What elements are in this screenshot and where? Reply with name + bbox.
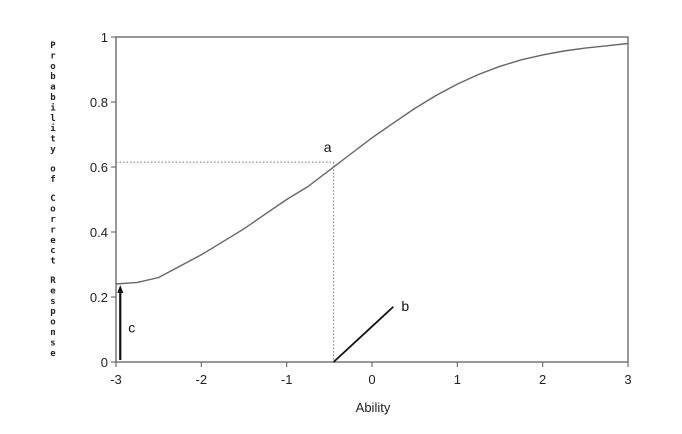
annotation-a-label: a xyxy=(324,139,332,155)
y-axis-title-char: b xyxy=(50,93,56,103)
y-axis-title-char: R xyxy=(50,276,56,286)
y-axis-title-char: a xyxy=(50,83,55,93)
y-axis-title-char: o xyxy=(50,164,55,174)
y-axis-title-char: r xyxy=(50,225,56,235)
y-axis-title-char: i xyxy=(50,123,56,134)
icc-curve-line xyxy=(115,42,629,285)
x-tick-label: 3 xyxy=(624,372,631,387)
y-axis-title-char: C xyxy=(50,194,55,204)
y-axis-title-char: o xyxy=(50,62,55,72)
y-axis-title-char: s xyxy=(50,338,55,348)
annotation-b-label: b xyxy=(401,298,409,314)
y-axis-title-char: e xyxy=(50,286,56,296)
curve-series xyxy=(115,42,629,285)
x-axis-ticks: -3 -2 -1 0 1 2 3 xyxy=(110,362,632,387)
annotation-c-arrow-head xyxy=(117,285,124,293)
x-tick-label: 1 xyxy=(454,372,461,387)
y-axis-title-char: i xyxy=(50,102,56,113)
x-tick-label: -1 xyxy=(281,372,293,387)
x-tick-label: 2 xyxy=(539,372,546,387)
annotations: a b c xyxy=(117,139,409,363)
y-tick-label: 1 xyxy=(101,30,108,45)
y-tick-label: 0.4 xyxy=(90,225,108,240)
y-axis-title-char: e xyxy=(50,349,56,359)
y-axis-title-char: b xyxy=(50,72,56,82)
y-axis-title-char: t xyxy=(50,135,55,145)
annotation-b-line xyxy=(332,306,394,363)
y-axis-ticks: 0 0.2 0.4 0.6 0.8 1 xyxy=(90,30,116,370)
y-axis-title-char: y xyxy=(50,145,56,155)
y-axis-title-char: r xyxy=(50,51,56,61)
y-tick-label: 0 xyxy=(101,355,108,370)
y-axis-title-char: P xyxy=(50,41,56,51)
y-axis-title-char: l xyxy=(50,114,55,124)
x-tick-label: -3 xyxy=(110,372,122,387)
y-axis-title-char: c xyxy=(50,246,55,256)
reference-lines xyxy=(116,161,335,362)
x-axis-title: Ability xyxy=(356,400,391,415)
y-axis-title-char: p xyxy=(50,307,56,317)
y-axis-title-char: t xyxy=(50,257,55,267)
annotation-c-label: c xyxy=(128,320,135,336)
y-axis-title-char: r xyxy=(50,215,56,225)
y-axis-title-char: e xyxy=(50,236,56,246)
x-tick-label: 0 xyxy=(368,372,375,387)
y-tick-label: 0.2 xyxy=(90,290,108,305)
y-tick-label: 0.8 xyxy=(90,95,108,110)
y-tick-label: 0.6 xyxy=(90,160,108,175)
y-axis-title-char: f xyxy=(50,175,55,185)
plot-frame xyxy=(115,36,629,363)
y-axis-title-char: o xyxy=(50,318,55,328)
x-tick-label: -2 xyxy=(196,372,208,387)
plot-frame-rect xyxy=(115,36,629,363)
y-axis-title-char: s xyxy=(50,297,55,307)
y-axis-title-char: n xyxy=(50,328,55,338)
y-axis-title-char: o xyxy=(50,205,55,215)
